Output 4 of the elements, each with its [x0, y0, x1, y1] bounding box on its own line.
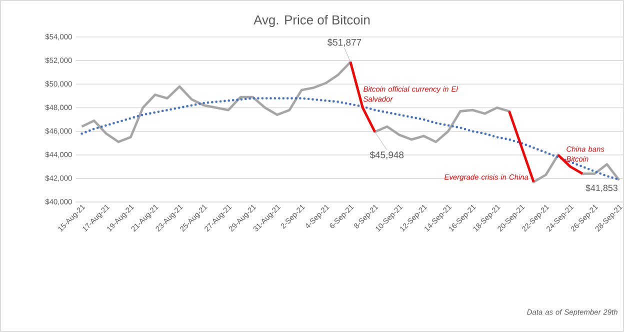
chart-title: Avg. Price of Bitcoin — [254, 14, 370, 28]
data-label: $45,948 — [370, 151, 404, 160]
data-label: $41,853 — [586, 184, 618, 192]
data-label: $51,877 — [327, 38, 362, 47]
